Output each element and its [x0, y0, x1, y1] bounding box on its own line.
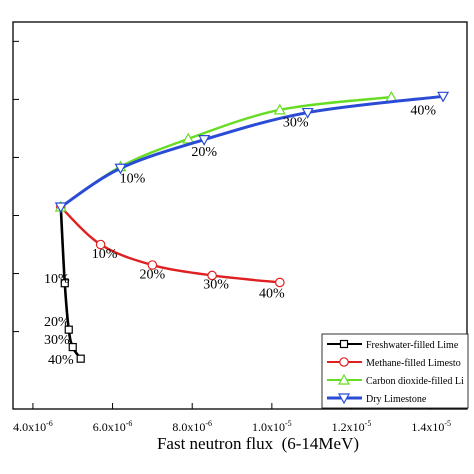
legend-swatch-marker-methane-filled-limesto: [339, 357, 349, 367]
point-dry-limestone-2: [198, 135, 211, 146]
point-methane-filled-limesto-4: [275, 277, 285, 288]
series-line-carbon-dioxide-filled-li: [59, 95, 393, 209]
legend-label-freshwater-filled-lime: Freshwater-filled Lime: [366, 340, 459, 351]
legend-label-dry-limestone: Dry Limestone: [366, 394, 427, 405]
point-label-methane-filled-limesto-3: 40%: [259, 287, 285, 302]
legend-entry-freshwater-filled-lime: Freshwater-filled Lime: [327, 339, 459, 351]
legend-entry-dry-limestone: Dry Limestone: [327, 393, 427, 405]
point-dry-limestone-3: [301, 107, 314, 119]
legend-entry-methane-filled-limesto: Methane-filled Limesto: [327, 357, 461, 369]
point-freshwater-filled-lime-2: [64, 325, 73, 334]
point-label-dry-limestone-0: 10%: [120, 172, 146, 187]
point-label-freshwater-filled-lime-0: 10%: [44, 272, 70, 287]
point-dry-limestone-0: [54, 202, 67, 214]
point-labels: 10% 20% 30% 40% 10% 20% 30% 40% 10% 20% 30% 40%: [44, 103, 436, 368]
point-methane-filled-limesto-2: [147, 260, 158, 270]
series-layer: [54, 90, 450, 363]
point-label-dry-limestone-3: 40%: [410, 103, 436, 118]
point-label-freshwater-filled-lime-3: 40%: [48, 353, 74, 368]
point-dry-limestone-4: [437, 91, 450, 103]
x-tick-label-2: 8.0x10-6: [172, 419, 212, 434]
x-tick-label-5: 1.4x10-5: [411, 419, 451, 434]
point-label-dry-limestone-1: 20%: [191, 145, 217, 160]
point-freshwater-filled-lime-4: [76, 354, 85, 363]
legend-label-methane-filled-limesto: Methane-filled Limesto: [366, 358, 461, 369]
x-tick-label-1: 6.0x10-6: [93, 419, 133, 434]
point-label-methane-filled-limesto-1: 20%: [140, 268, 166, 283]
x-tick-label-4: 1.2x10-5: [332, 419, 372, 434]
series-carbon-dioxide-filled-li: [54, 90, 398, 212]
point-dry-limestone-1: [114, 163, 127, 175]
y-axis-ticks: [13, 40, 19, 333]
series-line-dry-limestone: [59, 94, 445, 209]
point-label-dry-limestone-2: 30%: [283, 115, 309, 130]
x-tick-label-0: 4.0x10-6: [13, 419, 53, 434]
legend: Freshwater-filled Lime Methane-filled Lim…: [321, 333, 469, 409]
series-line-methane-filled-limesto: [59, 205, 282, 284]
legend-swatch-marker-freshwater-filled-lime: [339, 339, 349, 349]
x-axis-title: Fast neutron flux (6-14MeV): [157, 434, 359, 453]
point-label-freshwater-filled-lime-1: 20%: [44, 315, 70, 330]
point-label-methane-filled-limesto-0: 10%: [92, 247, 118, 262]
series-methane-filled-limesto: [55, 202, 285, 288]
point-label-freshwater-filled-lime-2: 30%: [44, 333, 70, 348]
point-carbon-dioxide-filled-li-3: [273, 103, 286, 115]
x-tick-label-3: 1.0x10-5: [252, 419, 292, 434]
legend-swatch-marker-dry-limestone: [337, 393, 351, 405]
point-freshwater-filled-lime-1: [60, 279, 69, 288]
point-freshwater-filled-lime-3: [68, 342, 77, 352]
legend-label-carbon-dioxide-filled-li: Carbon dioxide-filled Li: [366, 376, 464, 387]
point-label-methane-filled-limesto-2: 30%: [203, 277, 229, 292]
series-dry-limestone: [54, 91, 450, 214]
point-methane-filled-limesto-1: [95, 239, 106, 250]
point-methane-filled-limesto-3: [207, 270, 217, 281]
legend-entry-carbon-dioxide-filled-li: Carbon dioxide-filled Li: [327, 373, 464, 387]
legend-swatch-marker-carbon-dioxide-filled-li: [337, 373, 351, 385]
